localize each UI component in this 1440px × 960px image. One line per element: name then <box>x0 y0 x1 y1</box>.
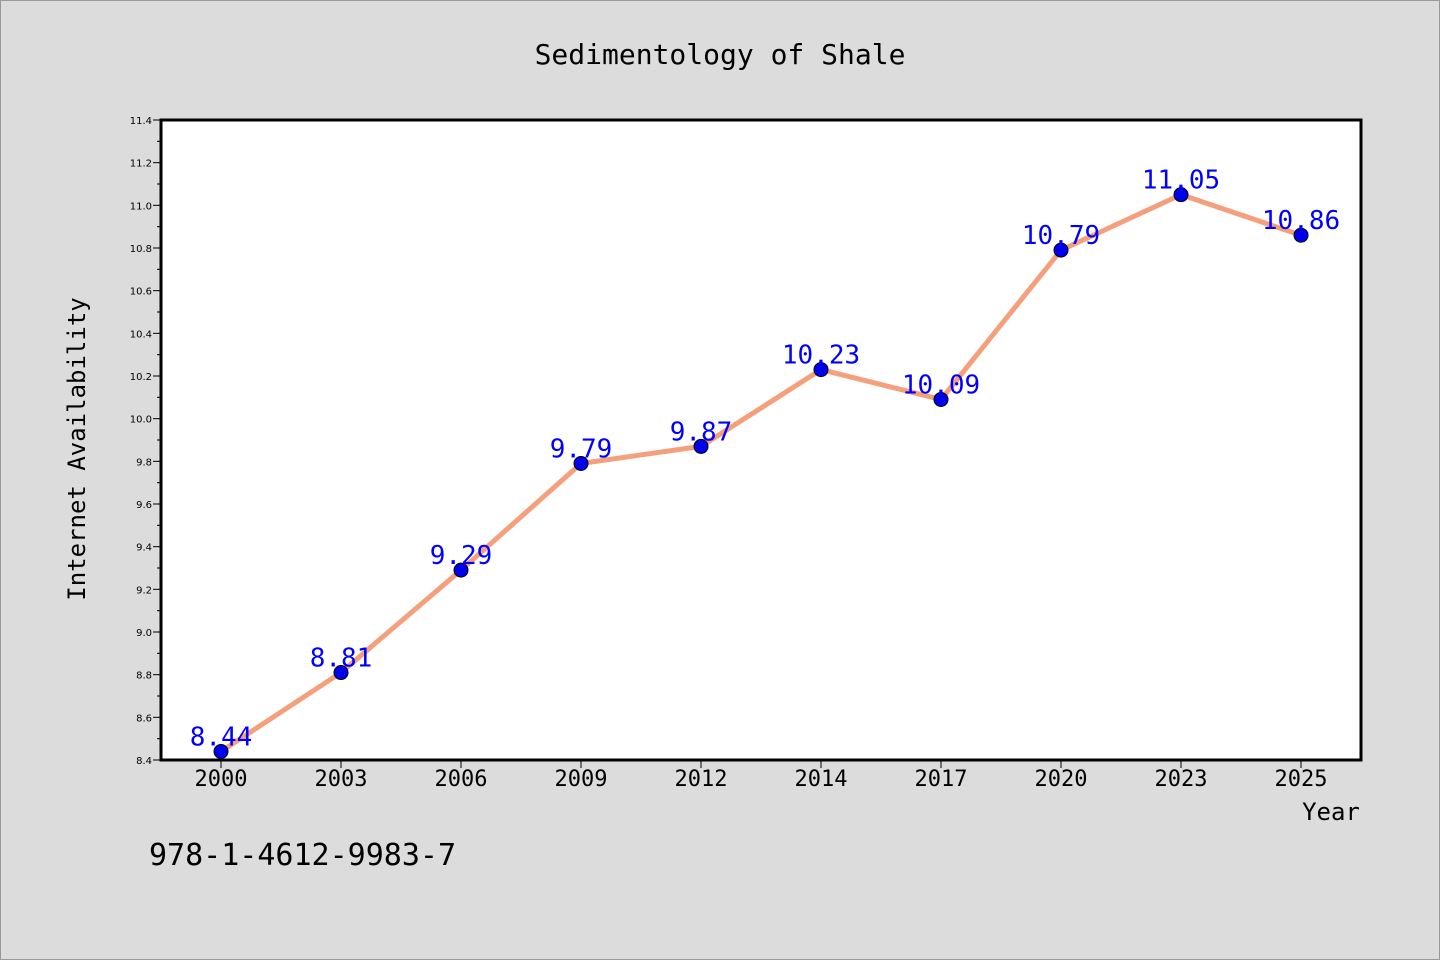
y-tick-label: 10.6 <box>130 287 152 298</box>
y-axis-label: Internet Availability <box>63 297 91 600</box>
data-point <box>1053 242 1069 258</box>
x-axis-label: Year <box>1302 798 1360 826</box>
x-tick-label: 2006 <box>435 767 488 792</box>
x-axis: 2000 2003 2006 2009 2012 2014 2017 2020 2023 2025 <box>195 760 1328 792</box>
isbn-footnote: 978-1-4612-9983-7 <box>149 838 456 873</box>
y-tick-label: 9.0 <box>136 628 152 639</box>
data-label: 9.79 <box>550 434 613 464</box>
data-label: 8.44 <box>190 722 253 752</box>
data-label: 10.23 <box>782 341 860 371</box>
y-tick-label: 8.6 <box>136 713 152 724</box>
data-point <box>693 438 709 454</box>
data-label: 10.09 <box>902 370 980 400</box>
x-tick-label: 2000 <box>195 767 248 792</box>
x-tick-label: 2020 <box>1035 767 1088 792</box>
data-point <box>1293 227 1309 243</box>
data-label: 10.79 <box>1022 221 1100 251</box>
x-tick-label: 2012 <box>675 767 728 792</box>
y-tick-label: 9.4 <box>136 543 152 554</box>
y-tick-label: 11.2 <box>130 159 152 170</box>
y-tick-label: 9.2 <box>136 585 152 596</box>
y-tick-label: 10.2 <box>130 372 152 383</box>
y-tick-label: 8.8 <box>136 671 152 682</box>
data-point <box>813 362 829 378</box>
data-labels: 8.44 8.81 9.29 9.79 9.87 10.23 10.09 10.79 11.05… <box>190 166 1340 753</box>
x-tick-label: 2017 <box>915 767 968 792</box>
y-tick-label: 11.0 <box>130 201 152 212</box>
data-label: 10.86 <box>1262 206 1340 236</box>
x-tick-label: 2014 <box>795 767 848 792</box>
y-tick-label: 8.4 <box>136 756 152 767</box>
data-point <box>213 743 229 759</box>
data-label: 11.05 <box>1142 166 1220 196</box>
data-point <box>933 391 949 407</box>
data-label: 9.29 <box>430 541 493 571</box>
y-tick-label: 9.6 <box>136 500 152 511</box>
y-tick-label: 11.4 <box>130 116 152 127</box>
data-point <box>453 562 469 578</box>
data-point <box>1173 187 1189 203</box>
y-tick-label: 10.4 <box>130 329 152 340</box>
chart-title: Sedimentology of Shale <box>535 38 906 71</box>
y-tick-label: 10.0 <box>130 415 152 426</box>
data-label: 8.81 <box>310 644 373 674</box>
y-axis: 8.4 8.6 8.8 9.0 9.2 9.4 9.6 9.8 10.0 10.2 10.4 10.6… <box>130 116 161 767</box>
x-tick-label: 2003 <box>315 767 368 792</box>
y-tick-label: 9.8 <box>136 457 152 468</box>
data-point <box>573 455 589 471</box>
series-markers <box>213 187 1309 759</box>
y-tick-label: 10.8 <box>130 244 152 255</box>
data-point <box>333 665 349 681</box>
x-tick-label: 2009 <box>555 767 608 792</box>
x-tick-label: 2023 <box>1155 767 1208 792</box>
data-label: 9.87 <box>670 417 733 447</box>
series-line <box>219 192 1302 754</box>
x-tick-label: 2025 <box>1275 767 1328 792</box>
